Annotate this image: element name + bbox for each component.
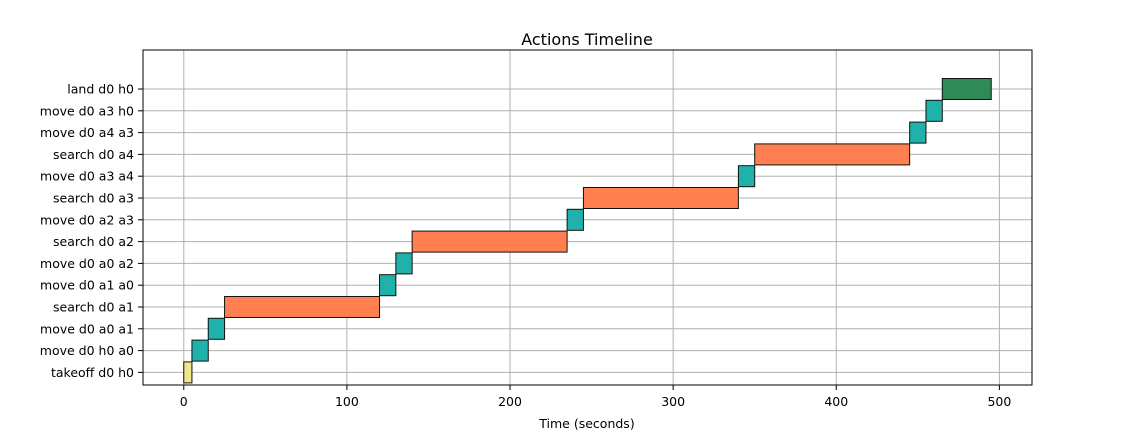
y-tick-label: move d0 a4 a3 <box>40 125 134 140</box>
task-bar-search <box>754 143 911 166</box>
task-bar-move <box>737 165 756 188</box>
x-tick-label: 200 <box>498 394 522 409</box>
tick-layer: 0 100 200 300 400 500 takeoff d0 h0 move d0 h0 … <box>40 82 1012 410</box>
task-bar-search <box>582 187 739 209</box>
task-bar-move <box>909 121 927 144</box>
task-bar-takeoff <box>183 361 193 384</box>
y-tick-label: move d0 h0 a0 <box>40 343 134 358</box>
x-tick-label: 500 <box>987 394 1011 409</box>
y-tick-label: move d0 a3 h0 <box>40 103 134 118</box>
y-tick-label: move d0 a0 a1 <box>40 321 134 336</box>
y-tick-label: move d0 a0 a2 <box>40 256 134 271</box>
y-tick-label: takeoff d0 h0 <box>51 365 134 380</box>
x-tick-label: 0 <box>180 394 188 409</box>
y-tick-label: search d0 a2 <box>53 234 134 249</box>
task-bar-move <box>566 208 584 231</box>
task-bar-move <box>925 99 943 122</box>
y-tick-label: move d0 a2 a3 <box>40 212 134 227</box>
y-tick-label: search d0 a1 <box>53 300 134 315</box>
y-tick-label: move d0 a3 a4 <box>40 169 134 184</box>
y-tick-label: move d0 a1 a0 <box>40 278 134 293</box>
task-bar-move <box>207 317 226 340</box>
y-tick-label: search d0 a3 <box>53 191 134 206</box>
x-tick-label: 300 <box>661 394 685 409</box>
task-bar-land <box>941 78 992 100</box>
bar-layer <box>183 78 992 384</box>
task-bar-move <box>395 252 413 275</box>
task-bar-search <box>224 296 381 318</box>
x-tick-label: 100 <box>335 394 359 409</box>
y-tick-label: search d0 a4 <box>53 147 134 162</box>
chart-title: Actions Timeline <box>521 30 653 49</box>
plot-frame <box>142 49 1033 386</box>
task-bar-search <box>411 230 568 253</box>
task-bar-move <box>191 339 209 362</box>
y-tick-label: land d0 h0 <box>67 82 134 97</box>
x-axis-label: Time (seconds) <box>538 416 634 431</box>
x-tick-label: 400 <box>824 394 848 409</box>
task-bar-move <box>379 274 397 297</box>
grid-layer <box>143 50 1032 385</box>
